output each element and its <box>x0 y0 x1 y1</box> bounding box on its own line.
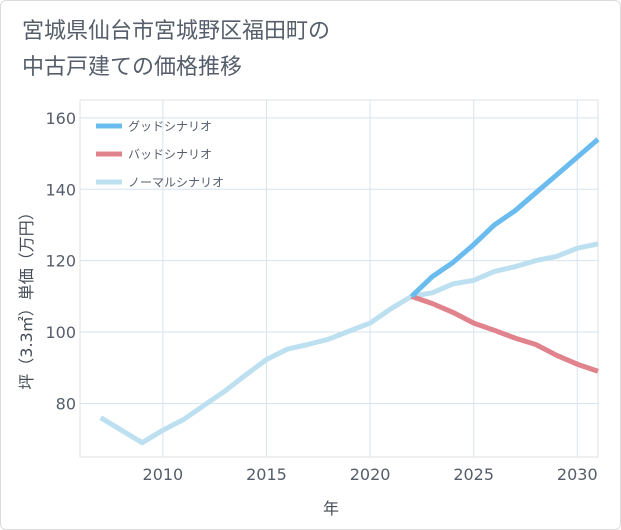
y-axis-ticks: 80 100 120 140 160 <box>45 109 76 414</box>
x-tick-label: 2015 <box>246 465 287 484</box>
legend-label: グッドシナリオ <box>128 120 212 134</box>
series-lines <box>99 137 600 446</box>
chart-title-line-1: 宮城県仙台市宮城野区福田町の <box>22 19 331 44</box>
legend-item[interactable]: ノーマルシナリオ <box>96 176 224 190</box>
x-axis-ticks: 2010 2015 2020 2025 2030 <box>143 465 598 484</box>
x-tick-label: 2010 <box>143 465 184 484</box>
legend-label: バッドシナリオ <box>128 148 212 162</box>
x-axis-label: 年 <box>323 499 339 518</box>
series-line-0 <box>409 137 600 299</box>
legend-label: ノーマルシナリオ <box>128 176 224 190</box>
grid-lines <box>80 100 598 457</box>
y-tick-label: 80 <box>56 394 76 413</box>
x-tick-label: 2030 <box>557 465 598 484</box>
series-line-2 <box>99 241 599 446</box>
chart-title-line-2: 中古戸建ての価格推移 <box>22 55 243 80</box>
y-tick-label: 160 <box>45 109 76 128</box>
plot-area <box>79 99 599 458</box>
legend-item[interactable]: グッドシナリオ <box>96 120 212 134</box>
series-line-1 <box>410 294 599 374</box>
x-tick-label: 2020 <box>350 465 391 484</box>
y-tick-label: 120 <box>45 252 76 271</box>
y-tick-label: 100 <box>45 323 76 342</box>
x-tick-label: 2025 <box>453 465 494 484</box>
y-axis-label: 坪（3.3㎡）単価（万円） <box>17 204 36 389</box>
y-tick-label: 140 <box>45 180 76 199</box>
chart-title: 宮城県仙台市宮城野区福田町の 中古戸建ての価格推移 <box>22 14 330 86</box>
legend-item[interactable]: バッドシナリオ <box>96 148 212 162</box>
